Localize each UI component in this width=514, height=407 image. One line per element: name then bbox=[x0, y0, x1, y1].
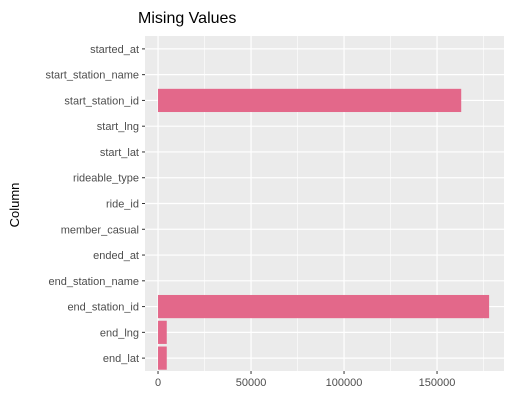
bar-end-lng bbox=[158, 321, 167, 344]
x-tick-label: 0 bbox=[155, 377, 161, 389]
x-axis-ticks: 0 50000 100000 150000 bbox=[155, 371, 455, 389]
x-tick-label: 50000 bbox=[236, 377, 267, 389]
y-tick-label: rideable_type bbox=[73, 173, 139, 185]
y-tick-label: start_lat bbox=[100, 147, 139, 159]
bar-end-station-id bbox=[158, 295, 489, 318]
y-tick-label: start_lng bbox=[97, 121, 139, 133]
y-axis-label: Column bbox=[7, 183, 22, 228]
y-tick-label: end_station_id bbox=[67, 302, 139, 314]
x-tick-label: 150000 bbox=[419, 377, 456, 389]
chart-title: Mising Values bbox=[138, 10, 236, 27]
bar-end-lat bbox=[158, 347, 167, 370]
bar-start-station-id bbox=[158, 89, 461, 112]
y-tick-label: start_station_name bbox=[45, 70, 139, 82]
y-tick-label: start_station_id bbox=[64, 95, 139, 107]
y-tick-label: ended_at bbox=[93, 250, 139, 262]
y-axis-ticks: started_at start_station_name start_statio… bbox=[45, 44, 145, 365]
x-tick-label: 100000 bbox=[326, 377, 363, 389]
y-tick-label: member_casual bbox=[61, 224, 139, 236]
y-tick-label: end_lng bbox=[100, 327, 139, 339]
y-tick-label: started_at bbox=[90, 44, 139, 56]
y-tick-label: ride_id bbox=[106, 199, 139, 211]
y-tick-label: end_station_name bbox=[48, 276, 139, 288]
y-tick-label: end_lat bbox=[103, 353, 139, 365]
